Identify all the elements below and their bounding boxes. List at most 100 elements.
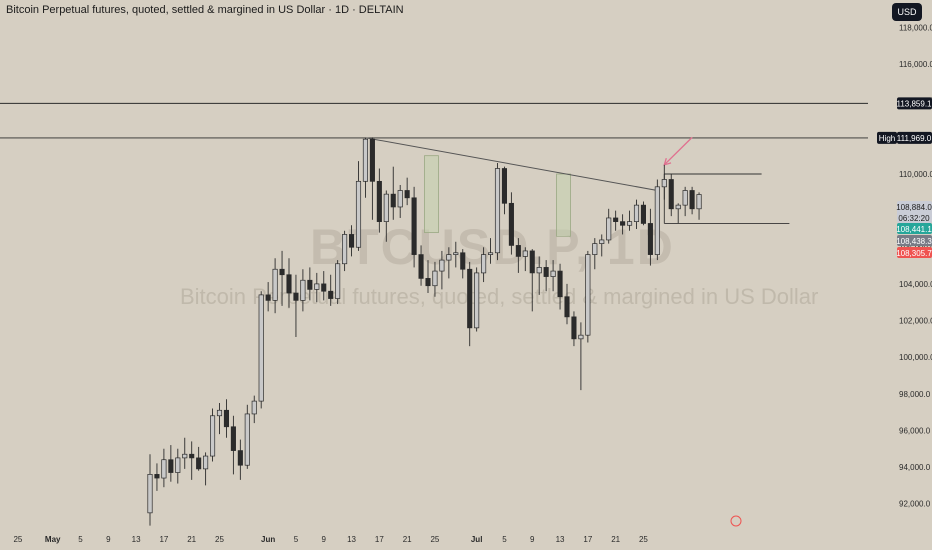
candle bbox=[585, 250, 591, 343]
price-tick-label: 116,000.0 bbox=[899, 60, 932, 69]
candle bbox=[272, 258, 278, 314]
price-tick-label: 94,000.0 bbox=[899, 463, 931, 472]
price-tick-label: 98,000.0 bbox=[899, 390, 931, 399]
candle bbox=[244, 404, 250, 469]
candle-body bbox=[501, 168, 508, 204]
candle-body bbox=[355, 180, 362, 248]
price-tag bbox=[897, 247, 932, 258]
time-axis[interactable]: 5913172125May5913172125Jun5913172125Jul5… bbox=[0, 515, 742, 544]
candle bbox=[633, 199, 640, 229]
candle-body bbox=[390, 193, 396, 208]
candle bbox=[362, 137, 369, 198]
time-tick-label: 25 bbox=[430, 535, 439, 544]
candle-body bbox=[237, 450, 243, 466]
price-tick-label: 102,000.0 bbox=[899, 317, 932, 326]
event-marker-icon bbox=[730, 515, 742, 527]
candle-body bbox=[251, 400, 257, 415]
candle-body bbox=[654, 186, 660, 255]
candle-body bbox=[633, 204, 640, 222]
candle bbox=[154, 463, 160, 491]
time-tick-label: 17 bbox=[159, 535, 168, 544]
descending-trendline bbox=[365, 137, 658, 191]
candle-body bbox=[314, 283, 320, 290]
candle bbox=[335, 260, 341, 305]
candle bbox=[494, 163, 501, 261]
candle bbox=[522, 247, 528, 272]
candle-body bbox=[147, 474, 153, 514]
candle bbox=[216, 402, 223, 435]
candle bbox=[564, 283, 570, 325]
description-watermark: Bitcoin Perpetual futures, quoted, settl… bbox=[180, 284, 819, 309]
time-tick-label: 9 bbox=[106, 535, 111, 544]
candle bbox=[696, 192, 702, 220]
candle bbox=[425, 260, 431, 294]
time-tick-label: 13 bbox=[347, 535, 356, 544]
candle-body bbox=[418, 254, 424, 279]
candle bbox=[189, 441, 195, 480]
price-tag-value: 108,438.3 bbox=[896, 237, 932, 246]
candle-body bbox=[682, 190, 688, 206]
candle bbox=[661, 164, 667, 200]
level-price-tag bbox=[897, 97, 932, 110]
candle-body bbox=[620, 221, 626, 226]
candle bbox=[474, 267, 480, 332]
candle bbox=[481, 247, 487, 283]
time-tick-label: Jul bbox=[471, 535, 483, 544]
level-price-text: 111,969.0 bbox=[897, 134, 932, 143]
candle-body bbox=[661, 179, 667, 188]
candle bbox=[168, 445, 174, 482]
candle bbox=[529, 249, 535, 312]
candle bbox=[446, 247, 452, 279]
candle-body bbox=[626, 221, 633, 226]
candle-body bbox=[168, 459, 174, 473]
candle bbox=[682, 186, 688, 217]
candle bbox=[355, 161, 362, 251]
level-price-text: 113,859.1 bbox=[897, 99, 932, 108]
candle bbox=[404, 177, 410, 206]
candle-body bbox=[585, 254, 591, 336]
candle-body bbox=[432, 270, 438, 287]
currency-button[interactable]: USD bbox=[892, 3, 922, 21]
level-name-tag bbox=[877, 131, 897, 144]
price-tick-label: 92,000.0 bbox=[899, 500, 931, 509]
price-axis[interactable]: 92,000.0 94,000.0 96,000.0 98,000.0 100,000.… bbox=[899, 23, 932, 508]
candle-body bbox=[404, 190, 410, 199]
candle-body bbox=[508, 202, 514, 246]
candle-body bbox=[300, 279, 306, 301]
candle bbox=[640, 201, 647, 226]
chart-drawings bbox=[0, 102, 868, 237]
candle bbox=[321, 271, 327, 301]
candle-body bbox=[286, 274, 292, 294]
candle bbox=[599, 234, 605, 257]
candle bbox=[161, 448, 167, 488]
candle-body bbox=[362, 138, 369, 182]
candle bbox=[328, 274, 334, 306]
candle bbox=[571, 311, 577, 347]
candle bbox=[606, 208, 612, 244]
price-tick-label: 104,000.0 bbox=[899, 280, 932, 289]
candle-body bbox=[460, 252, 466, 270]
candle bbox=[230, 415, 236, 475]
candle bbox=[647, 208, 653, 266]
candle bbox=[265, 282, 271, 312]
candle-body bbox=[258, 294, 264, 402]
candle-body bbox=[640, 204, 647, 224]
time-tick-label: 9 bbox=[530, 535, 535, 544]
highlight-box bbox=[556, 173, 571, 237]
price-tag-value: 108,441.1 bbox=[896, 225, 932, 234]
candle-body bbox=[689, 190, 695, 210]
candle-body bbox=[154, 474, 160, 479]
price-tag-value: 108,305.7 bbox=[896, 249, 932, 258]
price-tags: 113,859.1 High 111,969.0 108,884.0 06:32:20 1… bbox=[877, 97, 932, 258]
price-tick-label: 118,000.0 bbox=[899, 23, 932, 32]
candle-body bbox=[557, 270, 563, 298]
candle bbox=[557, 263, 563, 310]
candle-body bbox=[446, 254, 452, 261]
candle-body bbox=[293, 292, 299, 301]
candle bbox=[369, 137, 375, 220]
candle bbox=[237, 439, 243, 480]
time-tick-label: 17 bbox=[583, 535, 592, 544]
candle bbox=[550, 260, 556, 292]
candle bbox=[654, 179, 660, 261]
